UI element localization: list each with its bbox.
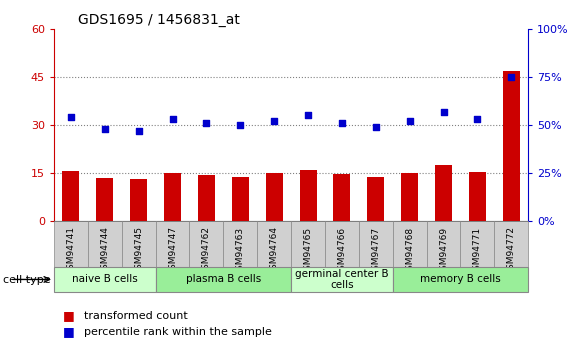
Bar	[291, 221, 325, 267]
Bar	[62, 171, 80, 221]
Bar	[469, 172, 486, 221]
Text: GSM94771: GSM94771	[473, 226, 482, 276]
Text: GDS1695 / 1456831_at: GDS1695 / 1456831_at	[78, 13, 240, 27]
Text: GSM94744: GSM94744	[101, 226, 109, 275]
Bar	[223, 221, 257, 267]
Text: percentile rank within the sample: percentile rank within the sample	[84, 327, 272, 337]
Bar	[54, 221, 88, 267]
Point	[337, 120, 346, 126]
Text: GSM94769: GSM94769	[439, 226, 448, 276]
Text: GSM94763: GSM94763	[236, 226, 245, 276]
Bar	[325, 221, 359, 267]
Point	[270, 118, 279, 124]
Text: ■: ■	[62, 325, 74, 338]
Point	[66, 115, 76, 120]
Bar	[156, 221, 190, 267]
Bar	[54, 267, 156, 292]
Text: GSM94741: GSM94741	[66, 226, 76, 275]
Point	[168, 117, 177, 122]
Bar	[97, 178, 113, 221]
Bar	[257, 221, 291, 267]
Text: GSM94764: GSM94764	[270, 226, 279, 275]
Bar	[122, 221, 156, 267]
Bar	[461, 221, 494, 267]
Point	[100, 126, 109, 132]
Text: transformed count: transformed count	[84, 311, 188, 321]
Bar	[164, 173, 181, 221]
Point	[134, 128, 143, 134]
Point	[236, 122, 245, 128]
Bar	[435, 165, 452, 221]
Text: naive B cells: naive B cells	[72, 275, 137, 284]
Text: memory B cells: memory B cells	[420, 275, 501, 284]
Text: ■: ■	[62, 309, 74, 322]
Bar	[494, 221, 528, 267]
Text: plasma B cells: plasma B cells	[186, 275, 261, 284]
Text: GSM94745: GSM94745	[134, 226, 143, 275]
Bar	[503, 71, 520, 221]
Bar	[299, 170, 316, 221]
Bar	[392, 267, 528, 292]
Bar	[130, 179, 147, 221]
Point	[439, 109, 448, 115]
Point	[202, 120, 211, 126]
Point	[507, 75, 516, 80]
Point	[371, 124, 381, 130]
Bar	[232, 177, 249, 221]
Text: germinal center B
cells: germinal center B cells	[295, 269, 389, 290]
Text: GSM94762: GSM94762	[202, 226, 211, 275]
Bar	[427, 221, 461, 267]
Bar	[190, 221, 223, 267]
Bar	[359, 221, 392, 267]
Bar	[266, 173, 283, 221]
Bar	[198, 175, 215, 221]
Text: GSM94765: GSM94765	[303, 226, 312, 276]
Point	[405, 118, 414, 124]
Bar	[401, 173, 418, 221]
Text: GSM94768: GSM94768	[405, 226, 414, 276]
Bar	[291, 267, 392, 292]
Text: GSM94766: GSM94766	[337, 226, 346, 276]
Text: cell type: cell type	[3, 275, 51, 285]
Text: GSM94747: GSM94747	[168, 226, 177, 275]
Bar	[88, 221, 122, 267]
Point	[303, 113, 312, 118]
Point	[473, 117, 482, 122]
Text: GSM94767: GSM94767	[371, 226, 381, 276]
Bar	[392, 221, 427, 267]
Bar	[367, 177, 385, 221]
Bar	[333, 174, 350, 221]
Text: GSM94772: GSM94772	[507, 226, 516, 275]
Bar	[156, 267, 291, 292]
